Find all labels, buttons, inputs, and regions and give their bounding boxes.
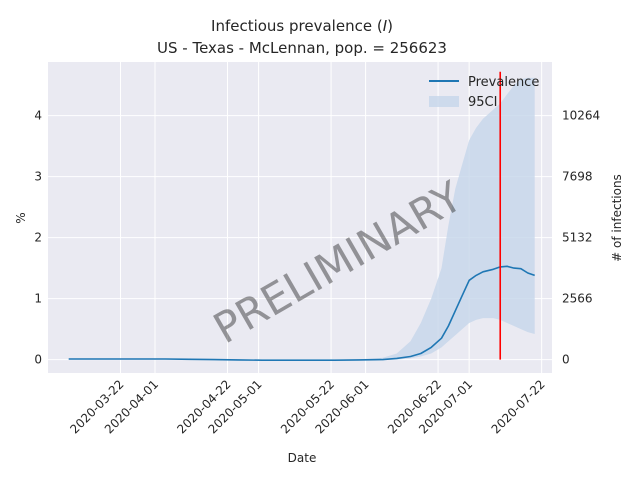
legend-prevalence-label: Prevalence [468,75,539,90]
y-tick-label-right: 7698 [562,170,593,184]
y-axis-right-label: # of infections [610,174,624,262]
x-tick-label: 2020-07-22 [489,377,548,436]
y-tick-label-left: 3 [34,170,42,184]
y-axis-left-ticks: 0 1 2 3 4 [34,109,42,367]
y-tick-label-left: 1 [34,292,42,306]
y-tick-label-right: 10264 [562,109,600,123]
y-tick-label-right: 2566 [562,292,593,306]
y-axis-left-label: % [14,212,28,223]
y-tick-label-right: 5132 [562,231,593,245]
y-tick-label-left: 2 [34,231,42,245]
x-axis-label: Date [288,451,317,465]
y-tick-label-right: 0 [562,353,570,367]
chart-subtitle: US - Texas - McLennan, pop. = 256623 [157,39,447,57]
legend: Prevalence 95CI [429,75,539,110]
y-axis-right-ticks: 0 2566 5132 7698 10264 [562,109,600,367]
y-tick-label-left: 0 [34,353,42,367]
y-tick-label-left: 4 [34,109,42,123]
series-line-prevalence [68,265,535,362]
legend-95ci-swatch [429,96,459,107]
chart-title: Infectious prevalence (I) [211,17,393,35]
legend-95ci-label: 95CI [468,95,497,110]
series-lines [68,265,535,362]
